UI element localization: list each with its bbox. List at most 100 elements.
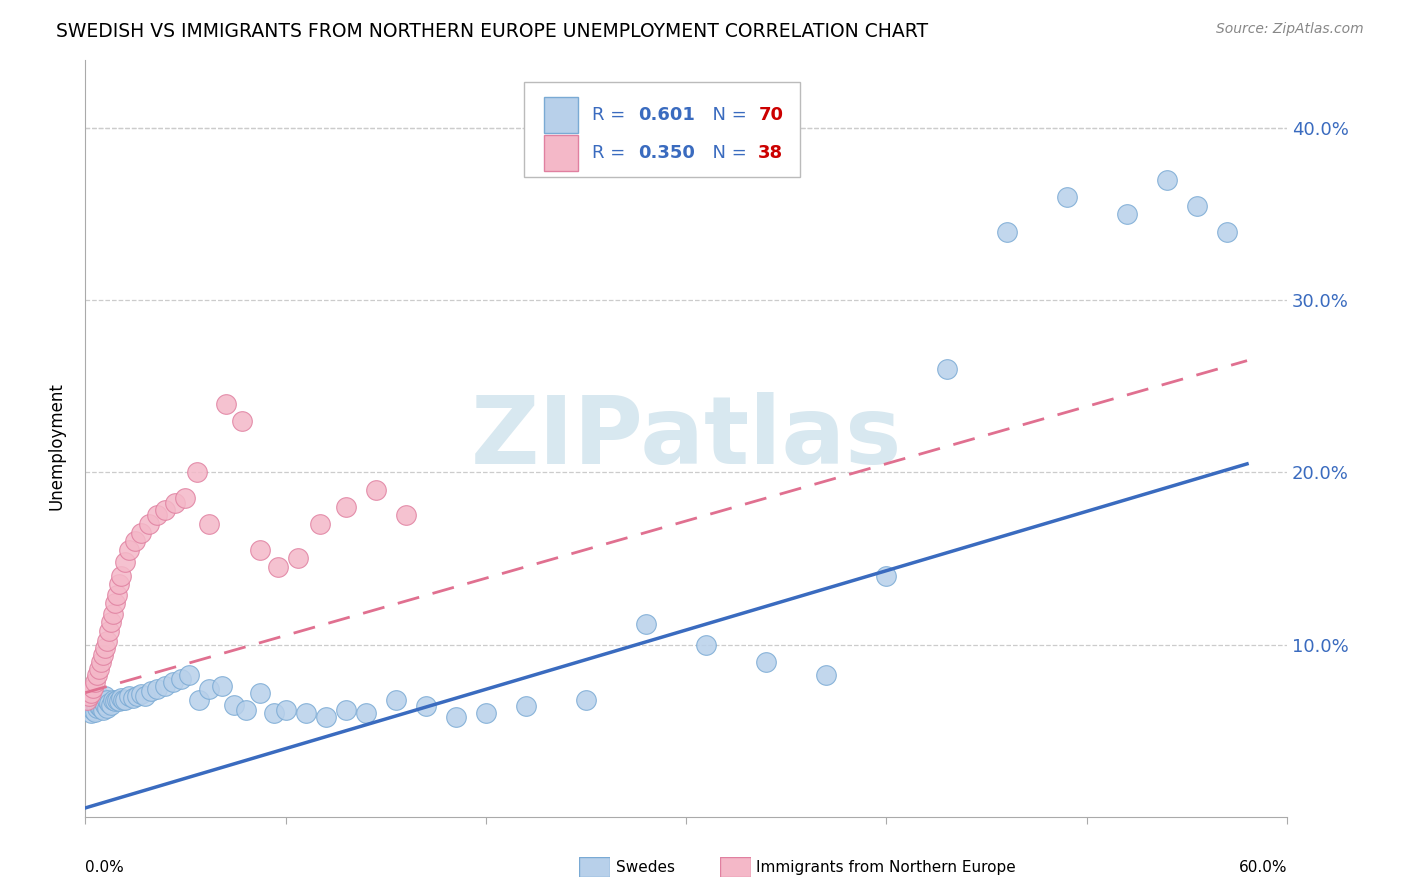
Text: 38: 38 <box>758 144 783 161</box>
Point <box>90 692 112 706</box>
Point <box>108 694 131 708</box>
Point <box>214 397 236 411</box>
Point <box>308 517 330 532</box>
Point <box>249 686 271 700</box>
Point <box>155 679 177 693</box>
Point <box>94 689 117 703</box>
Point <box>86 701 108 715</box>
Point <box>876 568 898 582</box>
Bar <box>544 96 578 133</box>
Text: R =: R = <box>592 106 631 124</box>
Point <box>89 699 111 714</box>
Point <box>114 555 136 569</box>
Point <box>235 703 257 717</box>
Point <box>1115 207 1137 221</box>
Point <box>105 692 128 706</box>
Point <box>294 706 316 721</box>
Text: 0.601: 0.601 <box>638 106 695 124</box>
Point <box>91 694 114 708</box>
Text: Immigrants from Northern Europe: Immigrants from Northern Europe <box>756 860 1017 874</box>
Point <box>263 706 285 721</box>
Point <box>124 534 146 549</box>
Point <box>815 668 838 682</box>
Point <box>79 689 101 703</box>
Point <box>162 675 184 690</box>
Point <box>91 648 114 662</box>
Point <box>315 710 337 724</box>
Point <box>80 694 103 708</box>
Point <box>134 689 156 703</box>
Point <box>131 525 153 540</box>
Point <box>1156 173 1178 187</box>
Point <box>287 551 309 566</box>
Text: N =: N = <box>700 106 752 124</box>
Point <box>127 689 149 703</box>
Point <box>84 675 107 690</box>
Point <box>335 500 357 514</box>
Point <box>96 692 118 706</box>
Point <box>1216 225 1239 239</box>
Point <box>131 687 153 701</box>
Text: SWEDISH VS IMMIGRANTS FROM NORTHERN EUROPE UNEMPLOYMENT CORRELATION CHART: SWEDISH VS IMMIGRANTS FROM NORTHERN EURO… <box>56 22 928 41</box>
Point <box>80 706 103 721</box>
Point <box>138 517 160 532</box>
Point <box>103 607 125 621</box>
Point <box>79 698 101 712</box>
Point <box>211 679 233 693</box>
Text: 60.0%: 60.0% <box>1239 860 1286 874</box>
Point <box>231 414 253 428</box>
Point <box>82 703 104 717</box>
Point <box>179 668 201 682</box>
Point <box>249 542 271 557</box>
Point <box>100 615 122 629</box>
Point <box>118 542 141 557</box>
Point <box>141 684 163 698</box>
Point <box>415 699 437 714</box>
FancyBboxPatch shape <box>524 82 800 177</box>
Point <box>96 634 118 648</box>
Text: Swedes: Swedes <box>616 860 675 874</box>
Point <box>155 503 177 517</box>
Point <box>76 699 98 714</box>
Point <box>98 624 121 638</box>
Point <box>354 706 377 721</box>
Text: Unemployment: Unemployment <box>48 382 65 510</box>
Point <box>89 689 111 703</box>
Point <box>935 362 957 376</box>
Point <box>515 699 537 714</box>
Point <box>475 706 498 721</box>
Point <box>222 698 245 712</box>
Point <box>104 694 127 708</box>
Point <box>1185 199 1208 213</box>
Text: R =: R = <box>592 144 631 161</box>
Point <box>110 690 132 705</box>
Point <box>118 689 141 703</box>
Point <box>90 655 112 669</box>
Point <box>266 560 288 574</box>
Point <box>364 483 387 497</box>
Point <box>695 638 717 652</box>
Point <box>174 491 197 506</box>
Text: 0.350: 0.350 <box>638 144 695 161</box>
Point <box>104 596 127 610</box>
Point <box>86 690 108 705</box>
Point <box>82 681 104 695</box>
Point <box>188 692 211 706</box>
Point <box>100 698 122 712</box>
Point <box>274 703 297 717</box>
Text: Source: ZipAtlas.com: Source: ZipAtlas.com <box>1216 22 1364 37</box>
Point <box>335 703 357 717</box>
Point <box>105 588 128 602</box>
Point <box>112 692 135 706</box>
Point <box>575 692 598 706</box>
Text: 70: 70 <box>758 106 783 124</box>
Point <box>108 577 131 591</box>
Point <box>84 705 107 719</box>
Point <box>94 698 117 712</box>
Point <box>146 508 169 523</box>
Point <box>86 668 108 682</box>
Point <box>76 692 98 706</box>
Text: N =: N = <box>700 144 752 161</box>
Point <box>755 655 778 669</box>
Point <box>91 703 114 717</box>
